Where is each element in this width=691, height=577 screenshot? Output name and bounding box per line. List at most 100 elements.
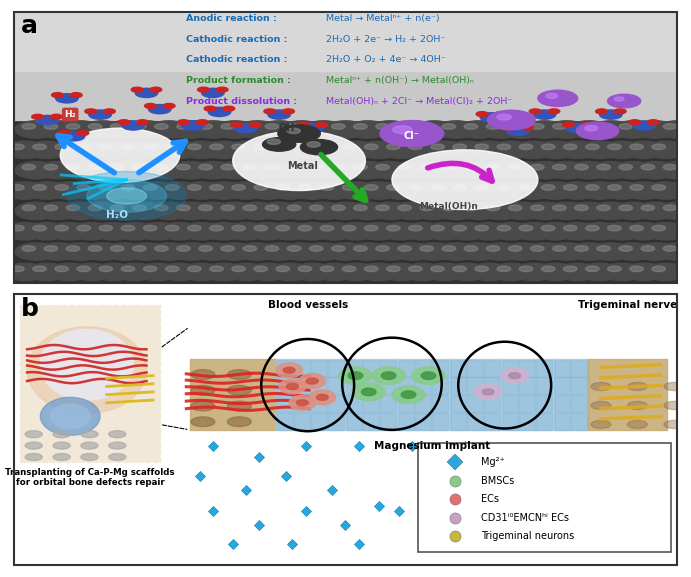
Circle shape (144, 103, 156, 108)
Circle shape (320, 185, 334, 190)
Circle shape (313, 223, 356, 240)
Bar (381, 395, 397, 412)
Circle shape (225, 141, 267, 159)
Circle shape (541, 266, 555, 272)
Circle shape (281, 202, 323, 219)
Circle shape (376, 123, 389, 129)
Circle shape (647, 120, 659, 125)
Ellipse shape (276, 363, 303, 378)
Circle shape (464, 164, 477, 170)
Bar (484, 377, 500, 394)
Circle shape (435, 202, 477, 219)
Circle shape (287, 128, 301, 134)
Circle shape (209, 226, 223, 231)
Circle shape (468, 182, 511, 199)
Ellipse shape (482, 389, 494, 395)
Circle shape (15, 162, 57, 179)
Text: Magnesium implant: Magnesium implant (374, 441, 490, 451)
Circle shape (187, 266, 201, 272)
Circle shape (3, 263, 46, 280)
Ellipse shape (474, 384, 502, 399)
Circle shape (664, 402, 684, 410)
Circle shape (546, 243, 588, 260)
Ellipse shape (233, 131, 366, 190)
Circle shape (165, 185, 179, 190)
Circle shape (401, 263, 444, 280)
Circle shape (480, 202, 522, 219)
Circle shape (607, 94, 641, 108)
Circle shape (597, 246, 610, 251)
Circle shape (58, 130, 70, 136)
Circle shape (325, 121, 367, 138)
Text: Blood vessels: Blood vessels (267, 299, 348, 310)
Circle shape (258, 243, 301, 260)
Circle shape (15, 243, 57, 260)
Circle shape (507, 126, 529, 136)
Circle shape (600, 141, 643, 159)
Circle shape (612, 202, 654, 219)
Circle shape (568, 202, 610, 219)
Circle shape (48, 141, 91, 159)
Circle shape (148, 121, 190, 138)
Circle shape (236, 162, 278, 179)
Circle shape (369, 243, 411, 260)
Circle shape (585, 126, 598, 131)
Circle shape (92, 223, 135, 240)
Text: Cathodic reaction :: Cathodic reaction : (187, 55, 287, 65)
Circle shape (88, 246, 102, 251)
Circle shape (231, 185, 245, 190)
Circle shape (497, 226, 511, 231)
Circle shape (278, 125, 321, 143)
Circle shape (413, 121, 455, 138)
Ellipse shape (289, 395, 316, 410)
Text: H₂O: H₂O (106, 210, 128, 220)
Circle shape (401, 182, 444, 199)
Bar (363, 413, 379, 430)
Ellipse shape (392, 150, 538, 209)
Bar (381, 359, 397, 377)
Circle shape (180, 263, 223, 280)
Circle shape (391, 243, 433, 260)
Circle shape (247, 182, 290, 199)
Bar (484, 359, 500, 377)
Circle shape (313, 141, 356, 159)
Circle shape (442, 246, 455, 251)
Circle shape (37, 121, 79, 138)
Circle shape (656, 202, 691, 219)
Circle shape (446, 141, 489, 159)
Circle shape (149, 104, 171, 114)
Circle shape (265, 164, 278, 170)
Circle shape (223, 106, 235, 111)
Bar (467, 395, 483, 412)
Ellipse shape (401, 391, 416, 398)
Circle shape (457, 202, 500, 219)
Circle shape (364, 185, 378, 190)
Bar (467, 377, 483, 394)
Circle shape (170, 243, 212, 260)
Circle shape (641, 205, 654, 211)
Circle shape (524, 121, 566, 138)
Circle shape (236, 121, 278, 138)
Circle shape (88, 110, 111, 119)
Circle shape (495, 111, 507, 117)
Circle shape (263, 138, 296, 151)
Bar (502, 413, 518, 430)
Circle shape (170, 162, 212, 179)
Circle shape (541, 144, 555, 149)
Circle shape (430, 266, 444, 272)
Circle shape (114, 263, 157, 280)
Circle shape (354, 205, 367, 211)
Circle shape (663, 205, 676, 211)
Circle shape (165, 226, 179, 231)
Circle shape (325, 243, 367, 260)
Circle shape (32, 226, 46, 231)
Circle shape (66, 164, 79, 170)
Circle shape (413, 202, 455, 219)
Circle shape (192, 202, 234, 219)
Circle shape (265, 246, 278, 251)
Ellipse shape (361, 388, 376, 396)
Bar (311, 377, 327, 394)
Circle shape (243, 164, 256, 170)
Ellipse shape (421, 372, 436, 380)
Circle shape (137, 120, 149, 125)
